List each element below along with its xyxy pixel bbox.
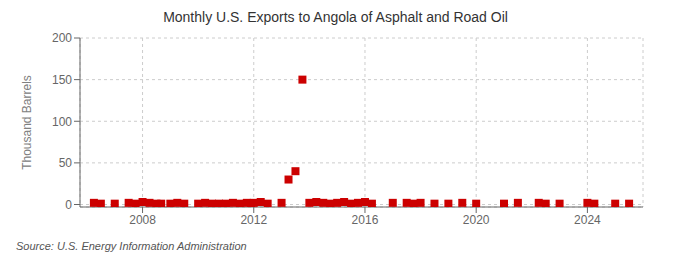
html-text:Source: U.S. Energy Informatio: Source: U.S. Energy Information Administ… <box>16 240 247 252</box>
svg-text:200: 200 <box>52 31 72 45</box>
svg-text:Thousand Barrels: Thousand Barrels <box>20 75 34 170</box>
svg-text:2020: 2020 <box>463 213 490 227</box>
svg-text:100: 100 <box>52 115 72 129</box>
svg-text:2008: 2008 <box>129 213 156 227</box>
svg-text:0: 0 <box>65 198 72 212</box>
html-text:Monthly U.S. Exports to Angola: Monthly U.S. Exports to Angola of Asphal… <box>163 9 508 25</box>
svg-text:150: 150 <box>52 73 72 87</box>
svg-text:2016: 2016 <box>352 213 379 227</box>
svg-text:2012: 2012 <box>240 213 267 227</box>
svg-text:2024: 2024 <box>574 213 601 227</box>
svg-text:50: 50 <box>59 156 73 170</box>
